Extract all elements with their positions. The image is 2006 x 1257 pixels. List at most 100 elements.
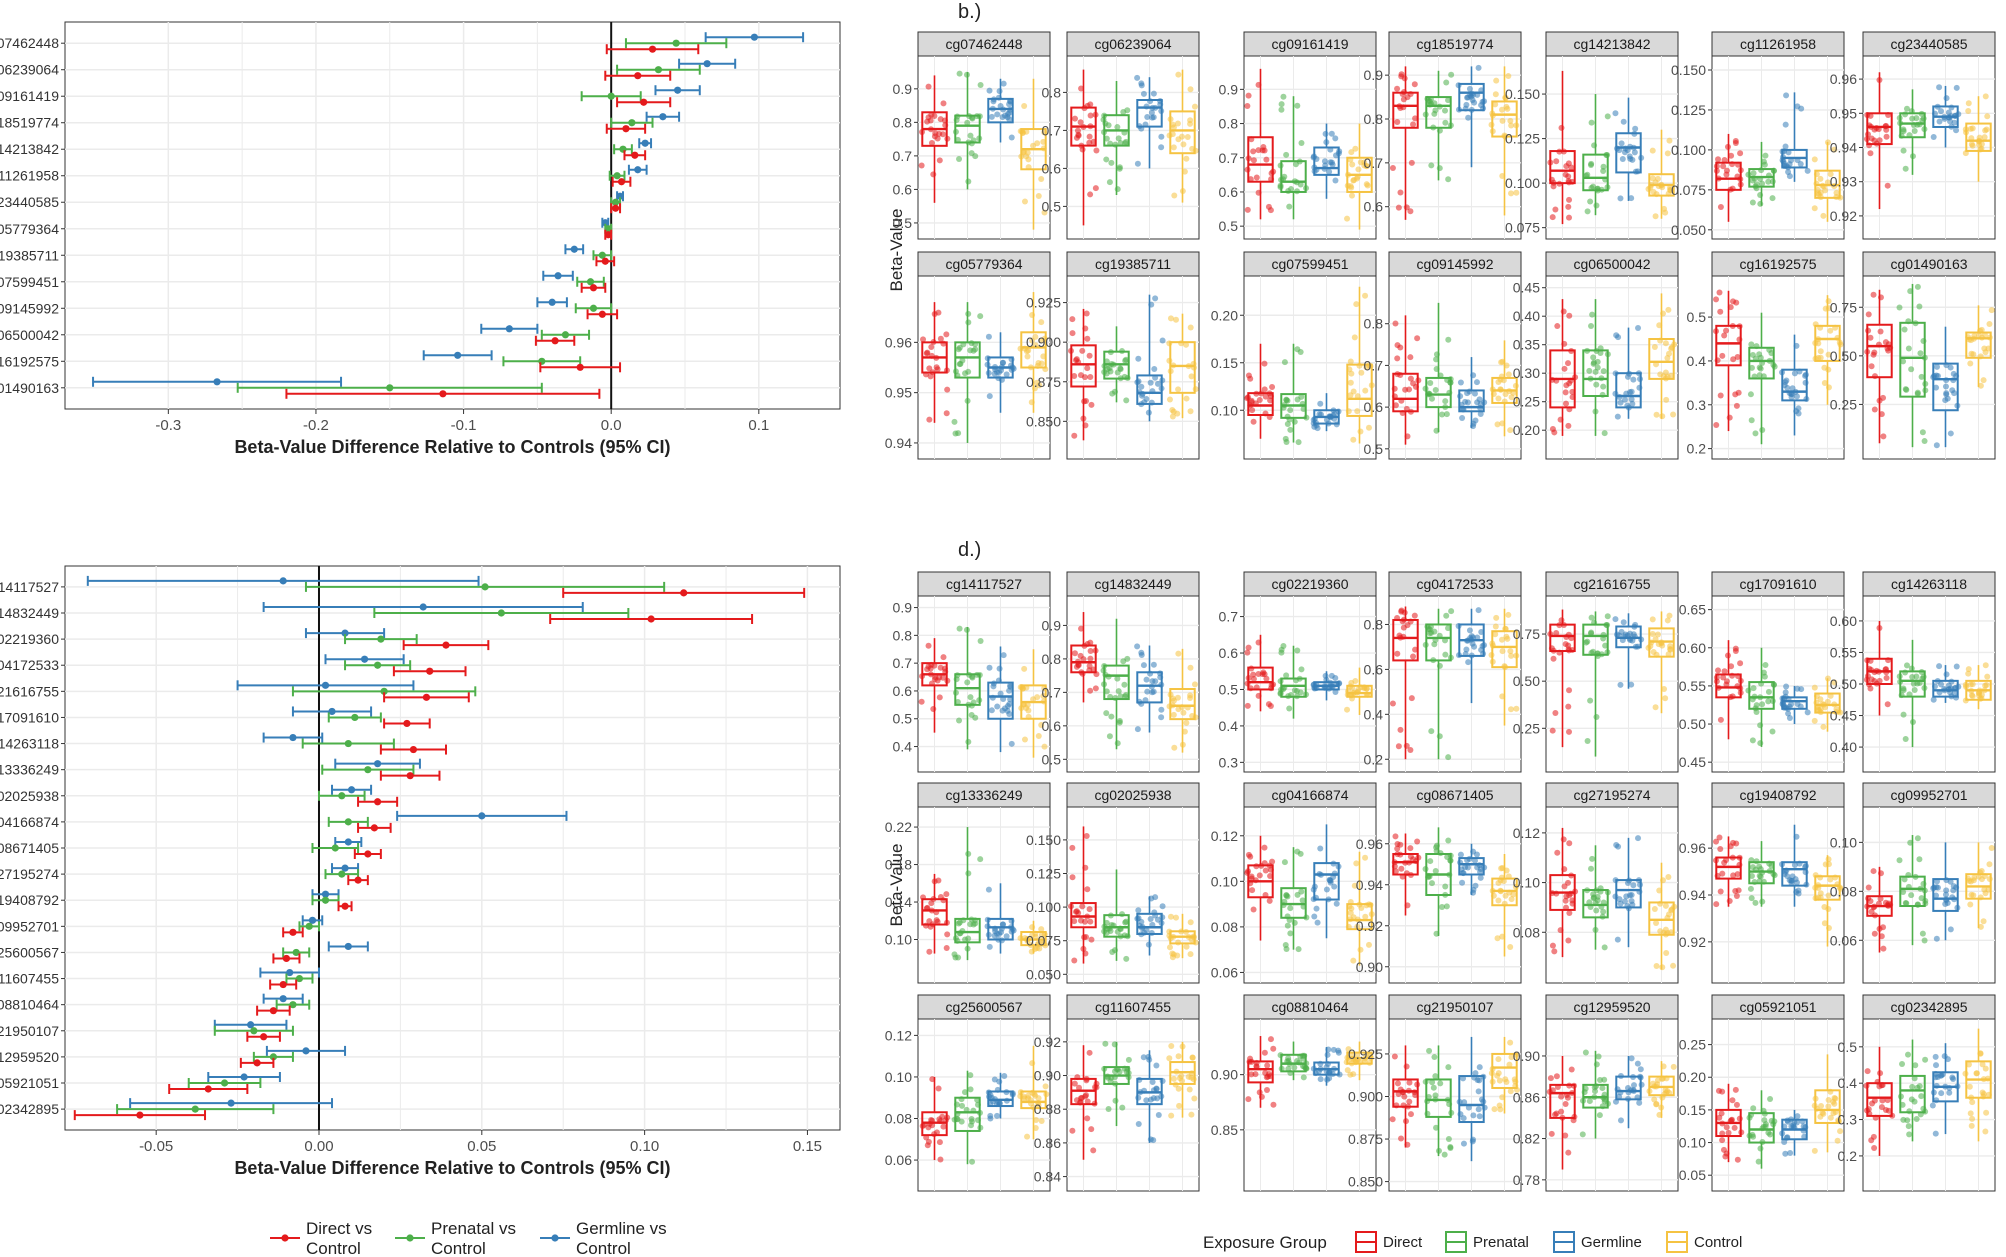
data-point xyxy=(1821,380,1828,387)
data-point xyxy=(1143,1097,1150,1104)
box-iqr xyxy=(1748,681,1775,710)
data-point xyxy=(959,357,966,364)
data-point xyxy=(1617,195,1624,202)
data-point xyxy=(1407,747,1414,754)
box-germline xyxy=(985,1072,1016,1122)
y-tick-label: 0.4 xyxy=(1219,718,1239,734)
data-point xyxy=(972,153,979,160)
data-point xyxy=(1725,1129,1732,1136)
errorbar-germline-cg07599451 xyxy=(542,270,574,281)
data-point xyxy=(1934,373,1941,380)
data-point xyxy=(1590,894,1597,901)
box-iqr xyxy=(1070,344,1097,388)
facet-title: cg27195274 xyxy=(1573,787,1650,803)
box-prenatal xyxy=(951,1070,984,1165)
box-direct xyxy=(1244,343,1276,439)
errorbar-prenatal-cg08810464 xyxy=(275,999,311,1010)
box-iqr xyxy=(1648,901,1675,936)
row-label-cg06239064: cg06239064 xyxy=(0,62,59,78)
y-tick-label: 0.5 xyxy=(1219,218,1239,234)
data-point xyxy=(1461,1099,1468,1106)
point-estimate xyxy=(279,995,287,1003)
facet-title: cg08810464 xyxy=(1271,999,1348,1015)
data-point xyxy=(1256,872,1263,879)
data-point xyxy=(1476,1077,1483,1084)
data-point xyxy=(1175,386,1182,393)
data-point xyxy=(988,113,995,120)
data-point xyxy=(1092,685,1099,692)
errorbar-prenatal-cg14117527 xyxy=(304,581,666,592)
y-tick-label: 0.90 xyxy=(1034,1068,1061,1084)
data-point xyxy=(1278,649,1285,656)
data-point xyxy=(1428,395,1435,402)
y-tick-label: 0.125 xyxy=(1505,131,1540,147)
data-point xyxy=(967,132,974,139)
data-point xyxy=(1398,73,1405,80)
data-point xyxy=(1115,135,1122,142)
box-germline xyxy=(1310,824,1342,939)
facet-title: cg14117527 xyxy=(946,576,1022,592)
data-point xyxy=(1332,135,1339,142)
data-point xyxy=(1566,687,1573,694)
data-point xyxy=(1600,368,1607,375)
box-iqr xyxy=(1748,1112,1775,1144)
y-tick-label: 0.9 xyxy=(1364,67,1384,83)
data-point xyxy=(1147,379,1154,386)
facet-panel xyxy=(1545,595,1679,773)
data-point xyxy=(1084,1115,1091,1122)
data-point xyxy=(1333,900,1340,907)
data-point xyxy=(1187,951,1194,958)
data-point xyxy=(1614,936,1621,943)
data-point xyxy=(1106,365,1113,372)
data-point xyxy=(1073,1097,1080,1104)
data-point xyxy=(1628,396,1635,403)
data-point xyxy=(1947,878,1954,885)
row-label-cg09145992: cg09145992 xyxy=(0,300,59,316)
data-point xyxy=(1140,90,1147,97)
y-tick-label: 0.12 xyxy=(885,1027,912,1043)
data-point xyxy=(1552,709,1559,716)
data-point xyxy=(1551,948,1558,955)
data-point xyxy=(1477,411,1484,418)
facet-title: cg12959520 xyxy=(1573,999,1650,1015)
y-tick-label: 0.92 xyxy=(1679,934,1706,950)
point-estimate xyxy=(344,838,352,846)
data-point xyxy=(1117,365,1124,372)
data-point xyxy=(1332,177,1339,184)
errorbar-direct-cg17091610 xyxy=(383,718,431,729)
data-point xyxy=(1441,1151,1448,1158)
data-point xyxy=(1432,107,1439,114)
data-point xyxy=(1627,155,1634,162)
data-point xyxy=(1086,139,1093,146)
data-point xyxy=(1635,324,1642,331)
y-tick-label: 0.50 xyxy=(1513,673,1540,689)
y-tick-label: 0.8 xyxy=(893,114,913,130)
forest-plot-a: -0.3-0.2-0.10.00.1cg07462448cg06239064cg… xyxy=(0,21,841,457)
data-point xyxy=(1287,407,1294,414)
errorbar-prenatal-cg04172533 xyxy=(344,660,412,671)
box-iqr xyxy=(1392,1078,1419,1108)
row-label-cg02025938: cg02025938 xyxy=(0,788,59,804)
data-point xyxy=(1982,890,1989,897)
y-tick-label: 0.94 xyxy=(1830,140,1857,156)
box-iqr xyxy=(1280,677,1307,698)
data-point xyxy=(1950,370,1957,377)
box-prenatal xyxy=(1745,141,1777,207)
data-point xyxy=(1668,372,1675,379)
data-point xyxy=(1250,671,1257,678)
data-point xyxy=(1909,115,1916,122)
point-estimate xyxy=(619,145,627,153)
data-point xyxy=(944,931,951,938)
data-point xyxy=(1150,1137,1157,1144)
data-point xyxy=(1244,702,1251,709)
data-point xyxy=(1902,900,1909,907)
data-point xyxy=(1347,183,1354,190)
errorbar-direct-cg09952701 xyxy=(282,927,304,938)
data-point xyxy=(1084,1098,1091,1105)
errorbar-germline-cg16192575 xyxy=(422,350,493,361)
data-point xyxy=(1398,1135,1405,1142)
